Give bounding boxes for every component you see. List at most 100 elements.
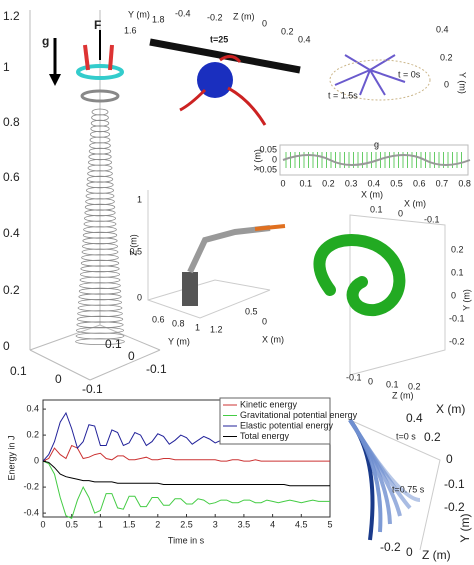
y-axis-label: Energy in J bbox=[6, 435, 16, 480]
x-tick-label: 0.5 bbox=[65, 519, 78, 529]
robot-arm bbox=[187, 225, 271, 274]
tick-label: 0 bbox=[272, 154, 277, 164]
coil bbox=[83, 226, 117, 234]
legend-box bbox=[219, 397, 331, 445]
tick-label: 0 bbox=[137, 292, 142, 302]
axis-label: Y (m) bbox=[128, 9, 150, 19]
tick-label: 0 bbox=[280, 178, 285, 188]
tick-label: -0.2 bbox=[444, 500, 465, 514]
x-tick-label: 1 bbox=[98, 519, 103, 529]
tick-label: 0.6 bbox=[152, 314, 165, 324]
rod bbox=[348, 418, 421, 502]
coil bbox=[90, 125, 110, 133]
tick-label: 0.2 bbox=[3, 283, 20, 297]
x-tick-label: 3 bbox=[213, 519, 218, 529]
ring bbox=[80, 89, 120, 103]
annotation: t=0 s bbox=[396, 431, 416, 441]
tick-label: 0.6 bbox=[3, 170, 20, 184]
series-line bbox=[42, 460, 330, 487]
tick-label: 0.4 bbox=[3, 226, 20, 240]
axis-label: X (m) bbox=[262, 334, 284, 344]
y-tick-label: 0.2 bbox=[26, 429, 39, 439]
legend-label: Kinetic energy bbox=[240, 399, 298, 409]
x-tick-label: 2.5 bbox=[180, 519, 193, 529]
coil bbox=[89, 142, 111, 150]
x-tick-label: 3.5 bbox=[238, 519, 251, 529]
axis-label: Y (m) bbox=[461, 289, 471, 311]
annotation: t = 1.5s bbox=[328, 90, 358, 100]
tick-label: -0.1 bbox=[444, 477, 465, 491]
tick-label: 0.2 bbox=[424, 430, 441, 444]
tick-label: 0 bbox=[3, 339, 10, 353]
robot-tool bbox=[254, 224, 286, 231]
tick-label: 1.2 bbox=[210, 324, 223, 334]
trajectory bbox=[329, 59, 431, 101]
tick-label: 1.6 bbox=[124, 25, 137, 35]
tick-label: -0.2 bbox=[207, 12, 223, 22]
x-tick-label: 4.5 bbox=[295, 519, 308, 529]
tick-label: 0 bbox=[406, 545, 413, 559]
tick-label: 0.6 bbox=[413, 178, 426, 188]
y-tick-label: 0.4 bbox=[26, 403, 39, 413]
tick-label: 0.1 bbox=[105, 337, 122, 351]
series-line bbox=[42, 460, 330, 519]
tick-label: -0.1 bbox=[82, 382, 103, 396]
y-tick-label: -0.4 bbox=[23, 507, 39, 517]
robot-frame bbox=[147, 190, 271, 319]
coil bbox=[84, 209, 116, 217]
axis-label: Z (m) bbox=[392, 390, 414, 400]
tick-label: 0.1 bbox=[10, 364, 27, 378]
rod bbox=[348, 418, 383, 533]
tick-label: 0.4 bbox=[368, 178, 381, 188]
tick-label: 0.3 bbox=[345, 178, 358, 188]
tick-label: -0.2 bbox=[380, 540, 401, 554]
coil bbox=[82, 237, 118, 245]
legend-label: Total energy bbox=[240, 431, 290, 441]
tick-label: -0.1 bbox=[346, 372, 362, 382]
annotation: g bbox=[374, 139, 379, 149]
tick-label: 0.2 bbox=[322, 178, 335, 188]
tick-label: 0.1 bbox=[451, 267, 464, 277]
tick-label: 0 bbox=[446, 452, 453, 466]
tick-label: 0.8 bbox=[172, 318, 185, 328]
tick-label: 0.1 bbox=[299, 178, 312, 188]
tick-label: 1 bbox=[137, 194, 142, 204]
y-tick-label: 0 bbox=[34, 455, 39, 465]
spring bbox=[75, 108, 125, 346]
coil bbox=[88, 153, 112, 161]
x-tick-label: 4 bbox=[270, 519, 275, 529]
tick-label: 0.4 bbox=[406, 411, 423, 425]
tick-label: 0.7 bbox=[436, 178, 449, 188]
spring-frame bbox=[29, 10, 161, 381]
series-line bbox=[42, 444, 330, 462]
coil bbox=[78, 287, 122, 295]
tick-label: -0.05 bbox=[256, 164, 277, 174]
label: F bbox=[94, 18, 101, 32]
tick-label: 1.8 bbox=[152, 14, 165, 24]
tick-label: -0.1 bbox=[449, 313, 465, 323]
annotation: t = 0s bbox=[398, 69, 421, 79]
tick-label: 0 bbox=[262, 316, 267, 326]
rotor-blades bbox=[179, 55, 267, 126]
tick-label: -0.1 bbox=[424, 214, 440, 224]
tick-label: 0.2 bbox=[451, 244, 464, 254]
x-tick-label: 5 bbox=[327, 519, 332, 529]
annotation: t=25 bbox=[210, 34, 228, 44]
tick-label: 0.1 bbox=[386, 379, 399, 389]
y-tick-label: -0.2 bbox=[23, 481, 39, 491]
axis-label: X (m) bbox=[436, 402, 465, 416]
strip-curve bbox=[282, 154, 471, 166]
x-tick-label: 0 bbox=[40, 519, 45, 529]
coil bbox=[75, 338, 125, 346]
tick-label: 0.4 bbox=[436, 24, 449, 34]
spiral bbox=[313, 234, 406, 317]
tick-label: 0.4 bbox=[298, 34, 311, 44]
tick-label: 1 bbox=[195, 322, 200, 332]
gravity-arrowhead bbox=[49, 74, 61, 86]
axis-label: Y (m) bbox=[168, 336, 190, 346]
tick-label: 0 bbox=[398, 208, 403, 218]
fan bbox=[348, 418, 421, 541]
axis-label: Z (m) bbox=[233, 11, 255, 21]
axis-label: Y (m) bbox=[458, 513, 472, 542]
